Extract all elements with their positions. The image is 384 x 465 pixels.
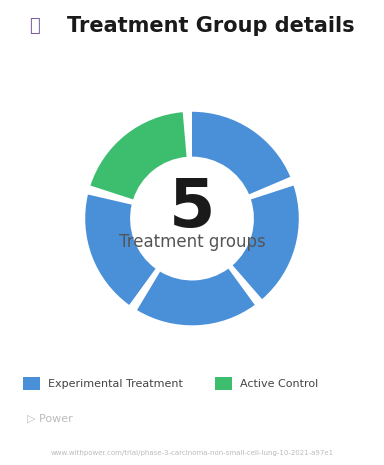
Text: Treatment Group details: Treatment Group details (67, 15, 355, 36)
Text: Treatment groups: Treatment groups (119, 233, 265, 251)
Wedge shape (137, 269, 255, 326)
Wedge shape (192, 112, 290, 194)
Text: 👥: 👥 (29, 17, 40, 34)
Text: ▷ Power: ▷ Power (27, 413, 73, 424)
Text: www.withpower.com/trial/phase-3-carcinoma-non-small-cell-lung-10-2021-a97e1: www.withpower.com/trial/phase-3-carcinom… (50, 451, 334, 456)
Text: Active Control: Active Control (240, 379, 318, 389)
Text: 5: 5 (169, 175, 215, 241)
Wedge shape (91, 112, 187, 199)
Text: Experimental Treatment: Experimental Treatment (48, 379, 183, 389)
Wedge shape (85, 194, 156, 305)
Wedge shape (233, 186, 299, 299)
